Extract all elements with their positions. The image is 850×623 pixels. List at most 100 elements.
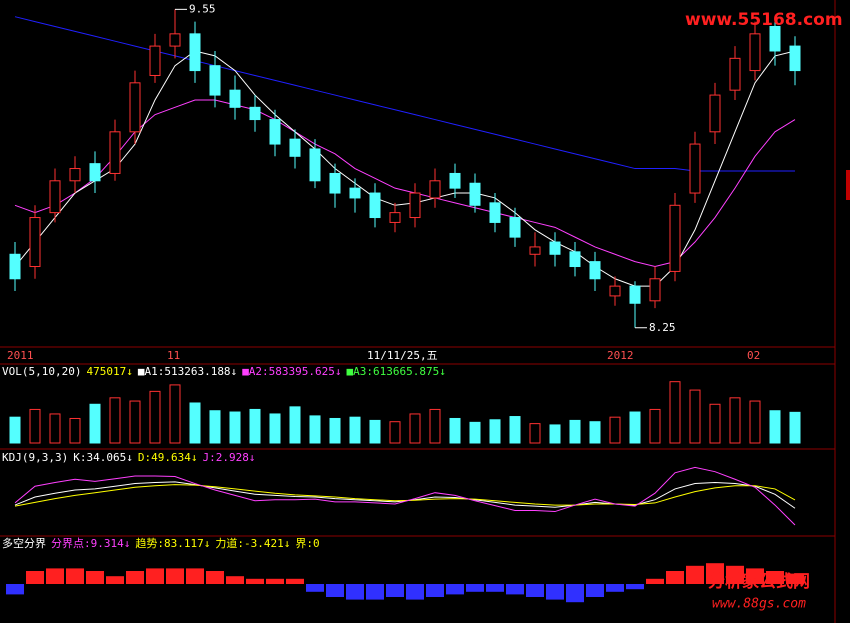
candle-body bbox=[9, 253, 21, 280]
candle-body bbox=[209, 65, 221, 96]
volume-bar bbox=[9, 416, 21, 444]
volume-bar bbox=[49, 413, 61, 444]
scroll-marker bbox=[846, 170, 850, 200]
x-tick-label: 11/11/25,五 bbox=[367, 349, 438, 362]
histogram-bar bbox=[346, 584, 364, 600]
volume-bar bbox=[269, 413, 281, 444]
histogram-bar bbox=[406, 584, 424, 600]
candle-body bbox=[489, 202, 501, 223]
volume-bar bbox=[709, 403, 721, 444]
header-item: 多空分界 bbox=[2, 536, 46, 550]
header-item: 趋势:83.117↓ bbox=[135, 537, 210, 550]
volume-bar bbox=[389, 421, 401, 444]
candle-body bbox=[249, 106, 261, 121]
candle-body bbox=[69, 168, 81, 182]
histogram-bar bbox=[646, 578, 664, 584]
volume-bar bbox=[649, 408, 661, 444]
candle-body bbox=[469, 182, 481, 206]
volume-bar bbox=[609, 416, 621, 444]
volume-bar bbox=[289, 406, 301, 444]
volume-bar bbox=[689, 389, 701, 444]
histogram-bar bbox=[226, 576, 244, 584]
candle-body bbox=[629, 285, 641, 304]
volume-bar bbox=[309, 415, 321, 444]
moving-average bbox=[14, 99, 796, 268]
volume-bar bbox=[249, 408, 261, 444]
candle-body bbox=[29, 217, 41, 268]
kdj-line bbox=[14, 484, 796, 507]
volume-bar bbox=[229, 411, 241, 444]
candle-body bbox=[769, 25, 781, 52]
histogram-bar bbox=[466, 584, 484, 592]
histogram-bar bbox=[246, 578, 264, 584]
histogram-bar bbox=[326, 584, 344, 597]
histogram-bar bbox=[506, 584, 524, 595]
candle-body bbox=[549, 241, 561, 255]
x-tick-label: 2011 bbox=[7, 349, 34, 362]
candle-body bbox=[389, 212, 401, 223]
volume-bar bbox=[429, 408, 441, 444]
volume-bar bbox=[329, 417, 341, 444]
histogram-bar bbox=[606, 584, 624, 592]
volume-bar bbox=[129, 400, 141, 444]
histogram-bar bbox=[66, 568, 84, 584]
volume-bar bbox=[669, 381, 681, 444]
header-item: KDJ(9,3,3) bbox=[2, 451, 68, 464]
volume-bar bbox=[109, 397, 121, 444]
histogram-bar bbox=[746, 568, 764, 584]
volume-bar bbox=[89, 403, 101, 444]
histogram-bar bbox=[386, 584, 404, 597]
x-tick-label: 11 bbox=[167, 349, 180, 362]
annotation: 8.25 bbox=[649, 321, 676, 334]
histogram-bar bbox=[486, 584, 504, 592]
histogram-bar bbox=[586, 584, 604, 597]
volume-bar bbox=[469, 421, 481, 444]
histogram-bar bbox=[446, 584, 464, 595]
candle-body bbox=[409, 192, 421, 219]
histogram-bar bbox=[186, 568, 204, 584]
histogram-bar bbox=[86, 571, 104, 584]
histogram-bar bbox=[46, 568, 64, 584]
histogram-bar bbox=[6, 584, 24, 595]
histogram-bar bbox=[766, 571, 784, 584]
histogram-bar bbox=[686, 565, 704, 584]
volume-bar bbox=[69, 417, 81, 444]
candle-body bbox=[509, 217, 521, 238]
volume-bar bbox=[149, 390, 161, 444]
histogram-bar bbox=[266, 578, 284, 584]
candle-body bbox=[149, 45, 161, 76]
header-item: VOL(5,10,20) bbox=[2, 365, 81, 378]
candle-body bbox=[49, 180, 61, 214]
candle-body bbox=[269, 119, 281, 145]
header-item: 界:0 bbox=[295, 537, 319, 550]
histogram-bar bbox=[666, 571, 684, 584]
candle-body bbox=[309, 148, 321, 182]
x-tick-label: 02 bbox=[747, 349, 760, 362]
histogram-bar bbox=[626, 584, 644, 590]
watermark: www.88gs.com bbox=[712, 597, 806, 612]
volume-bar bbox=[209, 410, 221, 444]
volume-bar bbox=[729, 397, 741, 444]
volume-bar bbox=[509, 416, 521, 444]
histogram-bar bbox=[526, 584, 544, 597]
panel-header: KDJ(9,3,3) K:34.065↓ D:49.634↓ J:2.928↓ bbox=[2, 451, 255, 464]
watermark: 分析家公式网 bbox=[708, 571, 810, 592]
histogram-bar bbox=[26, 571, 44, 584]
candle-body bbox=[349, 187, 361, 199]
volume-bar bbox=[489, 419, 501, 444]
histogram-bar bbox=[706, 563, 724, 584]
volume-bar bbox=[769, 410, 781, 444]
kdj-line bbox=[14, 466, 796, 526]
header-item: 力道:-3.421↓ bbox=[215, 536, 290, 550]
x-tick-label: 2012 bbox=[607, 349, 634, 362]
candle-body bbox=[569, 251, 581, 268]
candle-body bbox=[109, 131, 121, 174]
candle-body bbox=[289, 138, 301, 157]
header-item: J:2.928↓ bbox=[202, 451, 255, 464]
volume-bar bbox=[29, 408, 41, 444]
volume-bar bbox=[529, 423, 541, 444]
moving-average bbox=[14, 16, 795, 172]
candle-body bbox=[369, 192, 381, 219]
volume-bar bbox=[749, 400, 761, 444]
